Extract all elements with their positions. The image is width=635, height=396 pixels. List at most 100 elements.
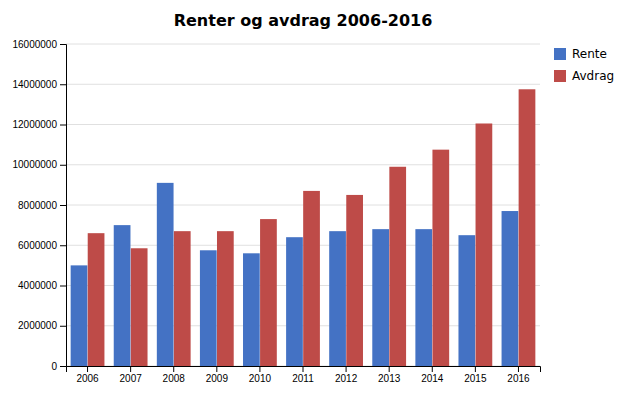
y-tick-label: 16000000 [13,39,58,50]
y-tick-label: 14000000 [13,79,58,90]
y-tick-label: 6000000 [18,240,57,251]
bar [243,253,260,366]
x-tick: 2015 [464,366,487,384]
x-tick-label: 2016 [507,373,530,384]
y-tick: 10000000 [13,159,67,170]
y-tick-mark [60,84,66,85]
bar-series [71,183,519,366]
x-tick-label: 2011 [292,373,314,384]
y-tick-label: 0 [51,361,57,372]
y-tick: 6000000 [18,240,66,251]
x-tick-label: 2014 [421,373,444,384]
bar [389,167,406,366]
y-tick-label: 8000000 [18,200,57,211]
x-tick-label: 2008 [163,373,186,384]
y-tick-label: 2000000 [18,320,57,331]
bar-series [88,89,536,366]
y-tick-mark [60,165,66,166]
x-tick-mark [389,366,390,372]
bar [157,183,174,366]
y-tick-mark [60,44,66,45]
y-tick-mark [60,125,66,126]
x-tick-mark [130,366,131,372]
x-tick-mark [87,366,88,372]
x-axis: 2006 2007 2008 2009 2010 2011 2012 2013 2014 2015… [67,366,541,384]
x-tick-label: 2010 [249,373,272,384]
legend-item: Rente [554,47,607,61]
x-tick-mark [216,366,217,372]
x-tick: 2013 [378,366,401,384]
x-tick: 2007 [120,366,143,384]
bar [174,231,191,366]
y-tick: 14000000 [13,79,67,90]
x-tick-mark [518,366,519,372]
y-tick-label: 10000000 [13,159,58,170]
y-tick-mark [60,366,66,367]
y-tick-mark [60,245,66,246]
x-tick: 2008 [163,366,186,384]
x-tick: 2006 [76,366,99,384]
bar [114,225,131,366]
x-tick: 2011 [292,366,314,384]
bar [88,233,105,366]
y-tick: 0 [51,361,66,372]
x-tick: 2009 [206,366,229,384]
x-tick-mark [346,366,347,372]
y-tick-label: 12000000 [13,119,58,130]
grid [66,44,540,366]
grid-line [66,84,540,85]
bar [286,237,303,366]
legend-label: Rente [572,47,607,61]
bar [458,235,475,366]
bar [329,231,346,366]
x-tick: 2016 [507,366,530,384]
grid-line [66,164,540,165]
x-tick-mark [173,366,174,372]
chart-title: Renter og avdrag 2006-2016 [174,11,433,30]
y-tick: 2000000 [18,320,66,331]
bars [71,89,536,366]
x-tick: 2012 [335,366,358,384]
x-tick-label: 2013 [378,373,401,384]
x-tick-label: 2007 [120,373,143,384]
grid-line [66,44,540,45]
x-tick-mark [475,366,476,372]
bar [372,229,389,366]
x-tick-label: 2006 [76,373,99,384]
grid-line [66,124,540,125]
x-tick-mark [432,366,433,372]
bar [432,150,449,366]
legend-label: Avdrag [572,69,614,83]
x-tick-mark [303,366,304,372]
bar [217,231,234,366]
y-tick: 4000000 [18,280,66,291]
bar [415,229,432,366]
y-tick-mark [60,326,66,327]
bar [476,123,493,366]
bar [260,219,277,366]
legend-swatch [554,48,566,60]
plot-area: 0 2000000 4000000 6000000 8000000 10000000 120… [13,39,541,384]
bar [502,211,519,366]
x-tick: 2010 [249,366,272,384]
x-tick-label: 2015 [464,373,487,384]
legend: Rente Avdrag [554,47,614,83]
y-tick: 8000000 [18,200,66,211]
y-tick-mark [60,286,66,287]
y-tick: 12000000 [13,119,67,130]
chart-svg: Renter og avdrag 2006-2016 0 2000000 400000… [0,0,635,396]
y-tick: 16000000 [13,39,67,50]
chart-container: Renter og avdrag 2006-2016 0 2000000 400000… [0,0,635,396]
y-axis-line [60,45,67,367]
x-tick-label: 2012 [335,373,358,384]
y-tick-label: 4000000 [18,280,57,291]
bar [519,89,536,366]
bar [303,191,320,366]
legend-swatch [554,70,566,82]
x-tick-mark [259,366,260,372]
bar [346,195,363,366]
bar [71,265,88,366]
y-axis: 0 2000000 4000000 6000000 8000000 10000000 120… [13,39,67,372]
grid-line [66,205,540,206]
x-tick-label: 2009 [206,373,229,384]
